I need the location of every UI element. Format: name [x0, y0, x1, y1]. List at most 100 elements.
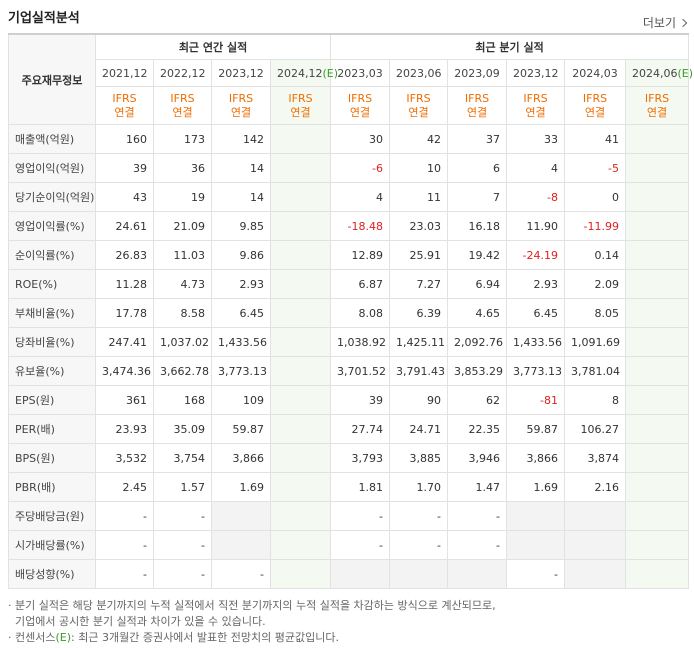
- period-header: 2023,12: [211, 59, 271, 87]
- data-cell: 39: [95, 153, 154, 183]
- data-cell: [269, 385, 332, 415]
- data-cell: 1.47: [447, 472, 508, 502]
- data-cell: 90: [389, 385, 449, 415]
- data-cell: 30: [330, 124, 391, 154]
- data-cell: 11.03: [153, 240, 212, 270]
- row-label: EPS(원): [8, 385, 96, 415]
- period-header: 2023,03: [330, 59, 391, 87]
- basis-header: IFRS 연결: [389, 86, 449, 125]
- data-cell: -: [447, 530, 508, 560]
- footnote-text: : 최근 3개월간 증권사에서 발표한 전망치의 평균값입니다.: [71, 631, 339, 644]
- data-cell: -: [330, 501, 391, 531]
- data-cell: [625, 385, 690, 415]
- period-date: 2021,12: [102, 66, 148, 80]
- data-cell: [625, 269, 690, 299]
- row-label: PER(배): [8, 414, 96, 444]
- row-label: BPS(원): [8, 443, 96, 473]
- row-label: 유보율(%): [8, 356, 96, 386]
- data-cell: [269, 269, 332, 299]
- data-cell: 3,866: [211, 443, 271, 473]
- basis-text: IFRS: [582, 91, 608, 105]
- estimate-mark: (E): [322, 66, 339, 80]
- data-cell: 7: [447, 182, 508, 212]
- data-cell: -8: [506, 182, 566, 212]
- data-cell: [625, 327, 690, 357]
- data-cell: 0.14: [564, 240, 627, 270]
- basis-text: 연결: [114, 105, 135, 119]
- data-row: 매출액(억원) 160 173 142 30 42 37 33 41: [8, 124, 690, 154]
- data-cell: 9.86: [211, 240, 271, 270]
- data-cell: 8: [564, 385, 627, 415]
- period-date: 2023,03: [337, 66, 383, 80]
- data-cell: [269, 211, 332, 241]
- data-cell: 19.42: [447, 240, 508, 270]
- footnote: 기업에서 공시한 분기 실적과 차이가 있을 수 있습니다.: [8, 614, 496, 630]
- data-cell: 21.09: [153, 211, 212, 241]
- data-cell: 37: [447, 124, 508, 154]
- data-cell: -: [95, 559, 154, 589]
- data-cell: 23.03: [389, 211, 449, 241]
- data-cell: -: [211, 559, 271, 589]
- data-cell: [564, 559, 627, 589]
- data-cell: 6: [447, 153, 508, 183]
- data-cell: -5: [564, 153, 627, 183]
- data-cell: 1.70: [389, 472, 449, 502]
- basis-text: IFRS: [112, 91, 137, 105]
- data-cell: 3,885: [389, 443, 449, 473]
- data-cell: [625, 530, 690, 560]
- data-cell: 9.85: [211, 211, 271, 241]
- data-cell: 3,773.13: [506, 356, 566, 386]
- data-cell: 6.87: [330, 269, 391, 299]
- data-row: ROE(%) 11.28 4.73 2.93 6.87 7.27 6.94 2.93 2.09: [8, 269, 690, 299]
- more-link[interactable]: 더보기: [643, 14, 686, 31]
- data-row: 배당성향(%) - - - -: [8, 559, 690, 589]
- row-label: ROE(%): [8, 269, 96, 299]
- data-cell: 2,092.76: [447, 327, 508, 357]
- data-cell: 35.09: [153, 414, 212, 444]
- data-cell: 33: [506, 124, 566, 154]
- header-row: IFRS 연결 IFRS 연결 IFRS 연결 IFRS 연결 IFRS 연결 IFRS 연결 IFRS…: [9, 86, 690, 125]
- data-cell: 11.90: [506, 211, 566, 241]
- basis-text: 연결: [230, 105, 252, 119]
- period-date: 2024,12: [277, 66, 323, 80]
- data-cell: 24.71: [389, 414, 449, 444]
- basis-header: IFRS 연결: [269, 86, 332, 125]
- data-cell: 3,866: [506, 443, 566, 473]
- data-cell: [269, 414, 332, 444]
- row-label: 주당배당금(원): [8, 501, 96, 531]
- data-cell: -18.48: [330, 211, 391, 241]
- data-cell: 11: [389, 182, 449, 212]
- data-row: PBR(배) 2.45 1.57 1.69 1.81 1.70 1.47 1.69 2.16: [8, 472, 690, 502]
- data-cell: [506, 530, 566, 560]
- row-label: PBR(배): [8, 472, 96, 502]
- data-cell: 24.61: [95, 211, 154, 241]
- footnote-text: · 컨센서스: [8, 631, 56, 644]
- data-cell: [506, 501, 566, 531]
- data-cell: 3,946: [447, 443, 508, 473]
- data-cell: 22.35: [447, 414, 508, 444]
- row-label: 배당성향(%): [8, 559, 96, 589]
- basis-text: IFRS: [170, 91, 195, 105]
- data-cell: 2.16: [564, 472, 627, 502]
- data-cell: [625, 356, 690, 386]
- row-label: 부채비율(%): [8, 298, 96, 328]
- row-label: 영업이익률(%): [8, 211, 96, 241]
- data-cell: -: [153, 530, 212, 560]
- data-cell: 4: [506, 153, 566, 183]
- financial-table: 주요재무정보 최근 연간 실적 최근 분기 실적 2021,12 2022,12 2023…: [8, 33, 693, 589]
- data-cell: 6.39: [389, 298, 449, 328]
- data-row: 영업이익률(%) 24.61 21.09 9.85 -18.48 23.03 16.18 11…: [8, 211, 690, 241]
- data-cell: 168: [153, 385, 212, 415]
- basis-text: IFRS: [644, 91, 670, 105]
- basis-text: 연결: [584, 105, 606, 119]
- period-header: 2023,12: [506, 59, 566, 87]
- data-row: 주당배당금(원) - - - - -: [8, 501, 690, 531]
- corner-cell: 주요재무정보: [8, 33, 96, 125]
- basis-text: IFRS: [406, 91, 431, 105]
- data-cell: 1.69: [211, 472, 271, 502]
- footnote-text: 기업에서 공시한 분기 실적과 차이가 있을 수 있습니다.: [8, 615, 266, 628]
- data-cell: -: [389, 501, 449, 531]
- data-cell: 0: [564, 182, 627, 212]
- data-cell: 3,781.04: [564, 356, 627, 386]
- data-cell: 3,474.36: [95, 356, 154, 386]
